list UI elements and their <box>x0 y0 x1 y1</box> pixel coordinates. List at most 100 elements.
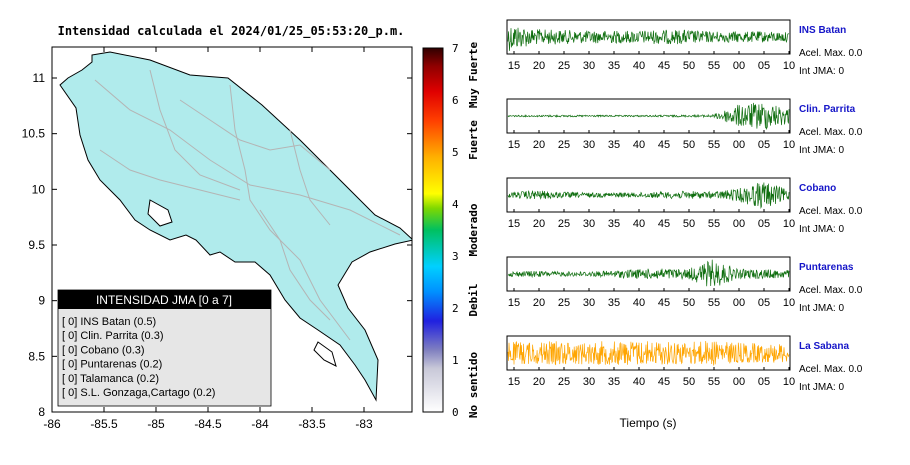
costa-rica-land <box>59 51 412 402</box>
colorbar-tick-label: 1 <box>452 354 459 367</box>
map-y-tick-label: 11 <box>33 71 46 85</box>
waveform-x-tick-label: 20 <box>533 60 545 72</box>
station-int-jma: Int JMA: 0 <box>799 382 844 393</box>
waveform-trace <box>507 182 790 210</box>
map-y-tick-label: 10.5 <box>22 127 46 141</box>
waveform-x-tick-label: 55 <box>708 376 720 388</box>
map-frame <box>51 46 413 413</box>
waveform-x-tick-label: 20 <box>533 218 545 230</box>
station-int-jma: Int JMA: 0 <box>799 145 844 156</box>
waveform-x-tick-label: 00 <box>733 139 745 151</box>
station-name: Clin. Parrita <box>799 104 856 115</box>
map-title: Intensidad calculada el 2024/01/25_05:53… <box>58 24 405 39</box>
waveform-x-tick-label: 45 <box>658 376 670 388</box>
map-y-tick-label: 8.5 <box>28 349 45 363</box>
legend-item: [ 0] Clin. Parrita (0.3) <box>62 330 163 342</box>
waveform-x-tick-label: 10 <box>783 60 795 72</box>
waveform-x-tick-label: 40 <box>633 376 645 388</box>
osa-bay <box>313 341 337 367</box>
waveform-x-tick-label: 15 <box>508 297 520 309</box>
intensity-legend: INTENSIDAD JMA [0 a 7] [ 0] INS Batan (0… <box>57 289 272 407</box>
legend-item: [ 0] Talamanca (0.2) <box>62 373 159 385</box>
waveform-panel: 15 20 25 30 35 40 45 50 55 00 05 10 Clin. Parrita Ace… <box>506 98 863 156</box>
map-x-tick-label: -83.5 <box>298 417 326 431</box>
colorbar-tick-label: 4 <box>452 198 459 211</box>
waveform-panel: 15 20 25 30 35 40 45 50 55 00 05 10 Puntarenas Acel. … <box>506 256 863 314</box>
station-int-jma: Int JMA: 0 <box>799 303 844 314</box>
waveform-x-tick-label: 00 <box>733 376 745 388</box>
waveform-x-tick-label: 35 <box>608 297 620 309</box>
colorbar-tick-label: 2 <box>452 302 459 315</box>
waveform-trace <box>507 27 790 51</box>
colorbar-category-label: Debil <box>467 283 480 316</box>
legend-header <box>58 290 271 309</box>
map-x-tick-label: -84.5 <box>194 417 222 431</box>
station-int-jma: Int JMA: 0 <box>799 66 844 77</box>
waveform-x-tick-label: 00 <box>733 218 745 230</box>
waveform-x-tick-label: 30 <box>583 60 595 72</box>
station-int-jma: Int JMA: 0 <box>799 224 844 235</box>
map-y-tick-label: 9.5 <box>28 238 45 252</box>
waveform-x-tick-label: 30 <box>583 218 595 230</box>
waveform-x-tick-label: 35 <box>608 376 620 388</box>
waveform-x-tick-label: 30 <box>583 297 595 309</box>
waveform-x-label: Tiempo (s) <box>620 416 677 430</box>
waveform-x-tick-label: 05 <box>758 139 770 151</box>
legend-item: [ 0] Cobano (0.3) <box>62 344 145 356</box>
map-y-tick-label: 9 <box>38 294 45 308</box>
map-x-tick-label: -86 <box>43 417 61 431</box>
station-name: INS Batan <box>799 25 846 36</box>
waveform-x-tick-label: 35 <box>608 60 620 72</box>
waveform-x-tick-label: 50 <box>683 139 695 151</box>
waveform-x-tick-label: 40 <box>633 218 645 230</box>
colorbar-category-labels: No sentido Debil Moderado Fuerte Muy Fuerte <box>467 42 480 419</box>
nicoya-gulf <box>147 199 173 227</box>
colorbar-tick-label: 0 <box>452 406 459 419</box>
waveform-x-tick-label: 55 <box>708 297 720 309</box>
colorbar-category-label: No sentido <box>467 352 480 419</box>
waveform-x-tick-label: 50 <box>683 60 695 72</box>
colorbar-tick-label: 7 <box>452 42 459 55</box>
waveform-x-tick-label: 05 <box>758 297 770 309</box>
station-acel-max: Acel. Max. 0.0 <box>799 127 863 138</box>
intensity-colorbar: 0 1 2 3 4 5 6 7 No sentido Debil Moderado Fuerte Mu… <box>422 42 480 419</box>
waveform-x-tick-label: 30 <box>583 139 595 151</box>
station-name: La Sabana <box>799 341 849 352</box>
waveform-x-tick-label: 45 <box>658 60 670 72</box>
waveform-trace <box>507 259 790 287</box>
waveform-x-tick-label: 25 <box>558 218 570 230</box>
waveform-panel: 15 20 25 30 35 40 45 50 55 00 05 10 INS Batan Acel. M… <box>506 19 863 77</box>
waveform-x-tick-label: 25 <box>558 60 570 72</box>
waveform-x-tick-label: 45 <box>658 139 670 151</box>
waveform-trace <box>507 340 790 366</box>
waveform-x-tick-label: 40 <box>633 297 645 309</box>
waveform-x-tick-label: 20 <box>533 297 545 309</box>
waveform-x-tick-label: 15 <box>508 60 520 72</box>
colorbar-category-label: Muy Fuerte <box>467 42 480 109</box>
map-y-axis: 11 10.5 10 9.5 9 8.5 8 <box>22 71 412 419</box>
waveform-x-tick-label: 50 <box>683 297 695 309</box>
station-acel-max: Acel. Max. 0.0 <box>799 285 863 296</box>
waveform-frame <box>506 256 791 292</box>
map-x-tick-label: -85 <box>147 417 165 431</box>
waveform-x-tick-label: 50 <box>683 218 695 230</box>
waveform-x-tick-label: 55 <box>708 218 720 230</box>
waveform-x-tick-label: 10 <box>783 376 795 388</box>
station-acel-max: Acel. Max. 0.0 <box>799 48 863 59</box>
map-x-tick-label: -84 <box>251 417 269 431</box>
station-name: Cobano <box>799 183 836 194</box>
waveform-trace <box>507 102 790 130</box>
waveform-x-tick-label: 40 <box>633 139 645 151</box>
legend-item: [ 0] Puntarenas (0.2) <box>62 359 162 371</box>
colorbar-category-label: Moderado <box>467 203 480 256</box>
waveform-x-tick-label: 45 <box>658 297 670 309</box>
waveform-x-tick-label: 35 <box>608 139 620 151</box>
waveform-x-tick-label: 15 <box>508 218 520 230</box>
waveform-x-tick-label: 00 <box>733 297 745 309</box>
waveform-x-tick-label: 10 <box>783 218 795 230</box>
waveform-x-tick-label: 45 <box>658 218 670 230</box>
waveform-x-tick-label: 10 <box>783 139 795 151</box>
waveform-panels: 15 20 25 30 35 40 45 50 55 00 05 10 INS Batan Acel. M… <box>506 19 863 393</box>
legend-box <box>57 289 272 407</box>
waveform-x-tick-label: 05 <box>758 218 770 230</box>
